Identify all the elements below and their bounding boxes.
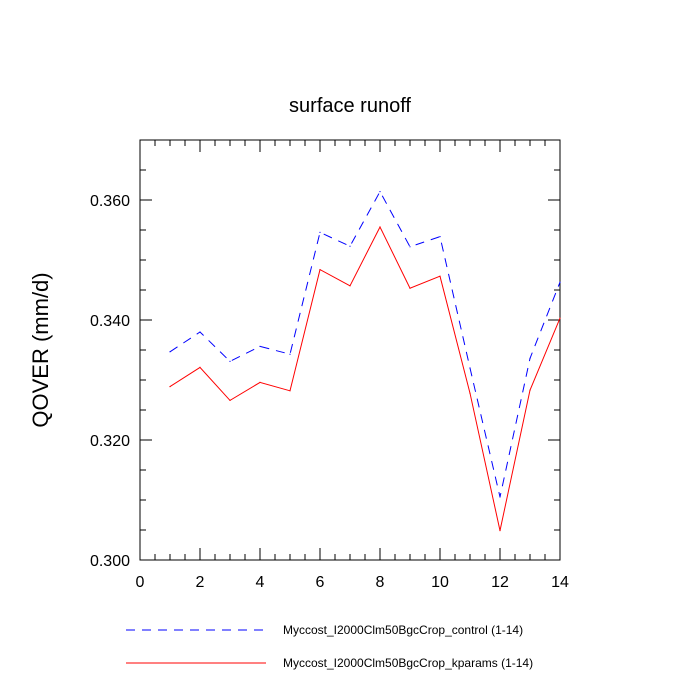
series-0-point <box>379 191 381 193</box>
series-0-point <box>469 367 471 369</box>
chart-title: surface runoff <box>289 95 411 117</box>
series-0-point <box>259 345 261 347</box>
series-1-point <box>469 392 471 394</box>
series-1-point <box>169 386 171 388</box>
series-0-point <box>499 496 501 498</box>
series-0-point <box>289 353 291 355</box>
x-tick-label: 14 <box>551 574 569 591</box>
series-1-point <box>559 317 561 319</box>
series-1-point <box>319 269 321 271</box>
x-tick-label: 10 <box>431 574 449 591</box>
y-tick-label: 0.360 <box>90 193 130 210</box>
x-tick-label: 12 <box>491 574 509 591</box>
x-tick-label: 8 <box>376 574 385 591</box>
series-0-point <box>199 331 201 333</box>
series-1-point <box>499 530 501 532</box>
series-1-point <box>349 285 351 287</box>
legend-label-0: Myccost_I2000Clm50BgcCrop_control (1-14) <box>283 623 523 637</box>
series-0-point <box>529 357 531 359</box>
x-tick-label: 6 <box>316 574 325 591</box>
series-0-point <box>319 231 321 233</box>
series-1-point <box>229 399 231 401</box>
series-0-point <box>169 351 171 353</box>
ticks-layer: 0 2 4 6 8 10 12 14 0.300 0.320 0.340 0.360 <box>90 139 569 591</box>
x-tick-label: 0 <box>136 574 145 591</box>
series-1-point <box>379 226 381 228</box>
y-tick-label: 0.340 <box>90 313 130 330</box>
series-0-point <box>229 360 231 362</box>
series-1-point <box>289 390 291 392</box>
y-tick-label: 0.320 <box>90 433 130 450</box>
y-tick-label: 0.300 <box>90 553 130 570</box>
series-1-point <box>199 366 201 368</box>
series-1-point <box>259 381 261 383</box>
series-1-point <box>439 275 441 277</box>
x-tick-label: 4 <box>256 574 265 591</box>
series-0-point <box>559 281 561 283</box>
series-0-point <box>349 245 351 247</box>
series-line-1 <box>169 225 561 531</box>
series-0-point <box>439 236 441 238</box>
y-axis-label: QOVER (mm/d) <box>28 272 53 427</box>
series-line-0 <box>169 190 561 498</box>
series-0-point <box>409 246 411 248</box>
series-1-point <box>409 287 411 289</box>
x-tick-label: 2 <box>196 574 205 591</box>
legend-label-1: Myccost_I2000Clm50BgcCrop_kparams (1-14) <box>283 656 533 670</box>
series-layer <box>169 190 561 532</box>
series-1-point <box>529 389 531 391</box>
legend: Myccost_I2000Clm50BgcCrop_control (1-14)… <box>126 623 533 670</box>
